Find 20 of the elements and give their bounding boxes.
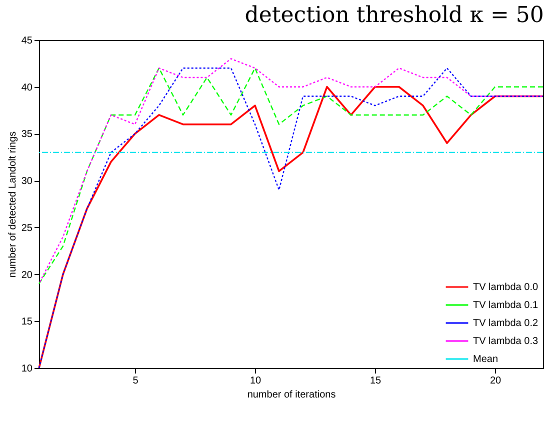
legend-label: TV lambda 0.0 [473, 282, 538, 293]
y-tick-label: 35 [21, 129, 33, 140]
y-tick-label: 30 [21, 176, 33, 188]
legend-label: TV lambda 0.3 [473, 336, 538, 347]
x-tick-label: 10 [250, 376, 262, 386]
y-tick-label: 10 [21, 364, 33, 374]
x-tick-label: 20 [490, 376, 502, 386]
legend-label: TV lambda 0.2 [473, 318, 538, 329]
legend-label: TV lambda 0.1 [473, 300, 538, 311]
y-tick-label: 15 [21, 316, 33, 328]
y-tick-label: 45 [21, 36, 33, 46]
chart-title: detection threshold κ = 50 [244, 3, 544, 28]
x-tick-label: 5 [132, 376, 139, 386]
legend-label: Mean [473, 354, 498, 365]
x-tick-label: 15 [370, 376, 382, 386]
y-tick-label: 20 [21, 270, 33, 281]
y-tick-label: 25 [21, 222, 33, 234]
x-axis-title: number of iterations [247, 390, 336, 400]
y-axis-title: number of detected Landolt rings [7, 131, 18, 278]
y-tick-label: 40 [21, 82, 33, 94]
